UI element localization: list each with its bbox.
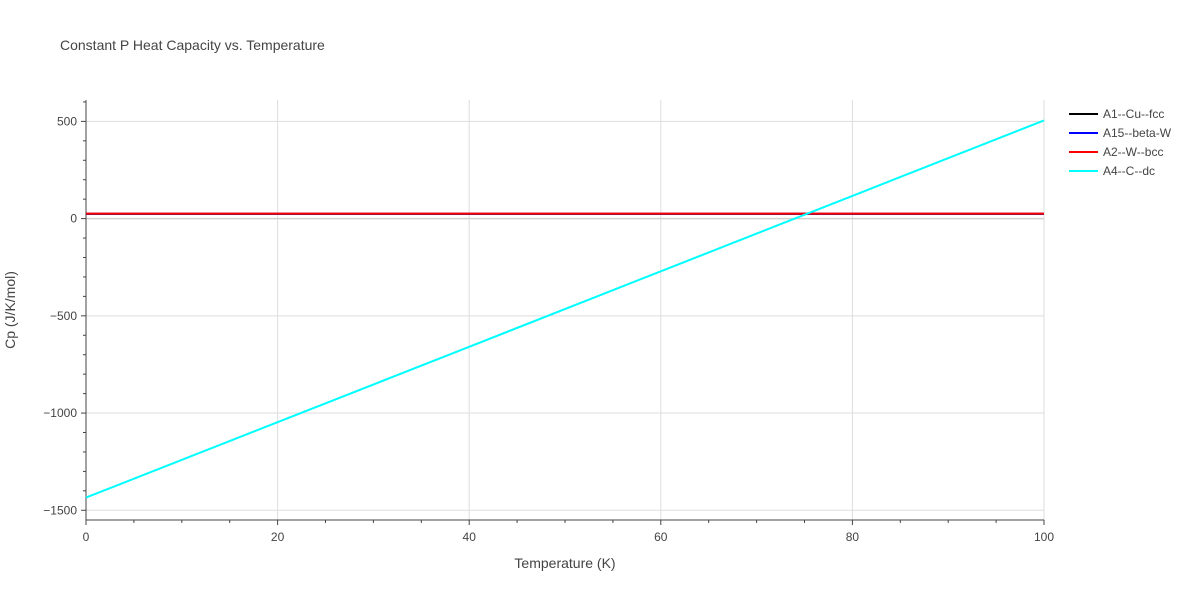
legend-item-2[interactable]: A2--W--bcc <box>1069 145 1163 159</box>
x-tick-label: 80 <box>846 530 860 544</box>
x-tick-label: 20 <box>271 530 285 544</box>
legend-item-3[interactable]: A4--C--dc <box>1069 164 1155 178</box>
y-axis-label: Cp (J/K/mol) <box>2 271 18 349</box>
legend-item-0[interactable]: A1--Cu--fcc <box>1069 107 1164 121</box>
x-tick-label: 60 <box>654 530 668 544</box>
legend-item-1[interactable]: A15--beta-W <box>1069 126 1172 140</box>
chart-title: Constant P Heat Capacity vs. Temperature <box>60 37 325 53</box>
legend[interactable]: A1--Cu--fcc A15--beta-W A2--W--bcc A4--C--d… <box>1069 107 1172 178</box>
series-line-3 <box>85 119 1045 499</box>
y-tick-label: −500 <box>50 309 77 323</box>
x-tick-label: 40 <box>463 530 477 544</box>
y-tick-label: −1500 <box>43 503 77 517</box>
legend-label: A4--C--dc <box>1103 164 1155 178</box>
y-tick-label: 0 <box>70 212 77 226</box>
legend-label: A1--Cu--fcc <box>1103 107 1164 121</box>
series-layer <box>85 119 1045 499</box>
grid-layer <box>86 100 1045 520</box>
x-tick-label: 0 <box>83 530 90 544</box>
y-tick-label: 500 <box>57 114 77 128</box>
axes-layer: 0 20 40 60 80 100 −1500 −1000 −500 0 500 <box>43 100 1054 544</box>
y-tick-label: −1000 <box>43 406 77 420</box>
legend-label: A2--W--bcc <box>1103 145 1163 159</box>
x-axis-label: Temperature (K) <box>514 555 615 571</box>
x-tick-label: 100 <box>1034 530 1054 544</box>
legend-label: A15--beta-W <box>1103 126 1172 140</box>
